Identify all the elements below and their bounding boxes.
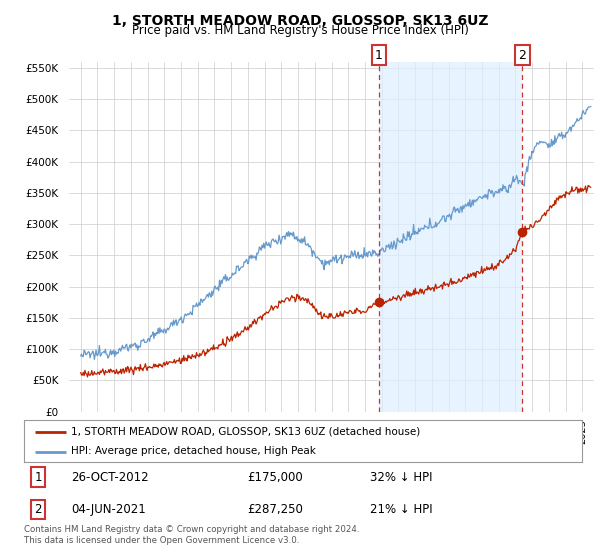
Bar xyxy=(379,62,523,412)
Text: £287,250: £287,250 xyxy=(247,503,303,516)
Text: 21% ↓ HPI: 21% ↓ HPI xyxy=(370,503,433,516)
Text: 2: 2 xyxy=(518,49,526,62)
Text: £175,000: £175,000 xyxy=(247,470,303,483)
Text: 04-JUN-2021: 04-JUN-2021 xyxy=(71,503,146,516)
Text: 1, STORTH MEADOW ROAD, GLOSSOP, SK13 6UZ: 1, STORTH MEADOW ROAD, GLOSSOP, SK13 6UZ xyxy=(112,14,488,28)
Text: 2: 2 xyxy=(34,503,42,516)
Text: 1, STORTH MEADOW ROAD, GLOSSOP, SK13 6UZ (detached house): 1, STORTH MEADOW ROAD, GLOSSOP, SK13 6UZ… xyxy=(71,427,421,437)
Text: 32% ↓ HPI: 32% ↓ HPI xyxy=(370,470,433,483)
Text: 1: 1 xyxy=(375,49,383,62)
Text: 26-OCT-2012: 26-OCT-2012 xyxy=(71,470,149,483)
Text: Contains HM Land Registry data © Crown copyright and database right 2024.
This d: Contains HM Land Registry data © Crown c… xyxy=(24,525,359,545)
Text: Price paid vs. HM Land Registry's House Price Index (HPI): Price paid vs. HM Land Registry's House … xyxy=(131,24,469,37)
Text: 1: 1 xyxy=(34,470,42,483)
Text: HPI: Average price, detached house, High Peak: HPI: Average price, detached house, High… xyxy=(71,446,316,456)
